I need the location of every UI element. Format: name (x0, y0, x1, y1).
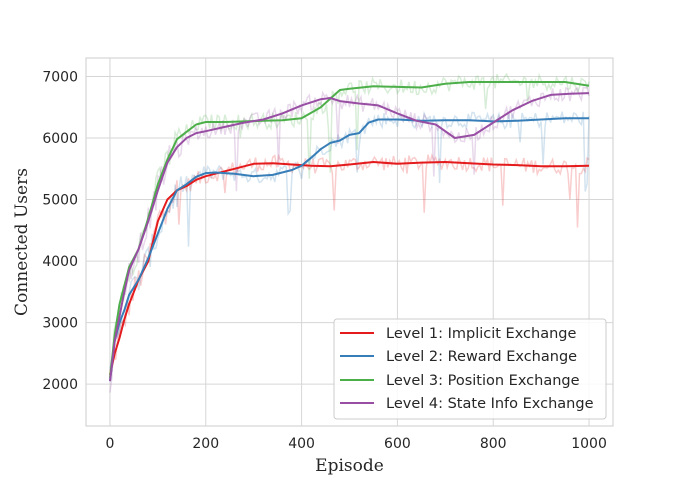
legend: Level 1: Implicit Exchange Level 2: Rewa… (333, 318, 607, 420)
series-line-level-2 (109, 117, 589, 382)
y-tick-label: 2000 (42, 377, 78, 393)
legend-label-level-4: Level 4: State Info Exchange (386, 396, 594, 412)
x-tick-label: 1000 (571, 436, 607, 452)
x-tick-label: 800 (480, 436, 507, 452)
y-axis-ticks: 2000 3000 4000 5000 6000 7000 (42, 69, 78, 393)
x-tick-label: 200 (192, 436, 219, 452)
y-tick-label: 3000 (42, 316, 78, 332)
y-tick-label: 5000 (42, 193, 78, 209)
legend-label-level-3: Level 3: Position Exchange (386, 373, 580, 389)
y-tick-label: 6000 (42, 131, 78, 147)
y-tick-label: 4000 (42, 254, 78, 270)
y-tick-label: 7000 (42, 69, 78, 85)
legend-label-level-2: Level 2: Reward Exchange (386, 349, 577, 365)
legend-label-level-1: Level 1: Implicit Exchange (386, 326, 576, 342)
y-axis-title: Connected Users (12, 168, 32, 316)
series-line-level-4 (109, 92, 590, 382)
legend-box (333, 318, 607, 420)
raw-trace-level-2 (109, 110, 590, 371)
x-tick-label: 0 (105, 436, 114, 452)
x-tick-label: 400 (288, 436, 315, 452)
x-tick-label: 600 (384, 436, 411, 452)
x-axis-title: Episode (315, 456, 384, 476)
series-lines (109, 81, 590, 382)
x-axis-ticks: 0 200 400 600 800 1000 (105, 436, 606, 452)
